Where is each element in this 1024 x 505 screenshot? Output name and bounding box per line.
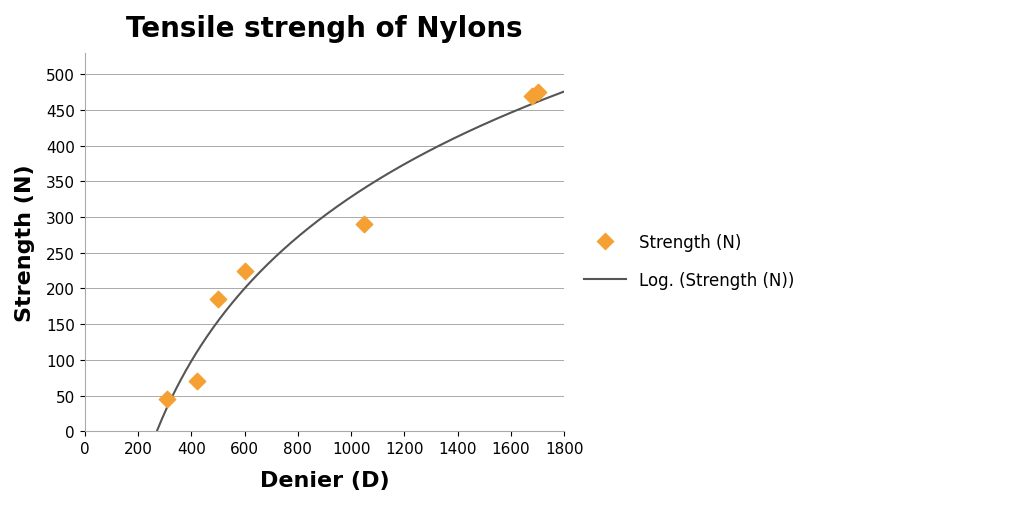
- Title: Tensile strengh of Nylons: Tensile strengh of Nylons: [126, 15, 523, 43]
- Point: [529, 89, 546, 97]
- Legend: Strength (N), Log. (Strength (N)): Strength (N), Log. (Strength (N)): [578, 227, 801, 296]
- Point: [356, 221, 373, 229]
- X-axis label: Denier (D): Denier (D): [260, 470, 389, 490]
- Point: [237, 267, 253, 275]
- Point: [159, 395, 175, 403]
- Point: [210, 295, 226, 304]
- Point: [524, 92, 541, 100]
- Y-axis label: Strength (N): Strength (N): [15, 164, 35, 321]
- Point: [188, 378, 205, 386]
